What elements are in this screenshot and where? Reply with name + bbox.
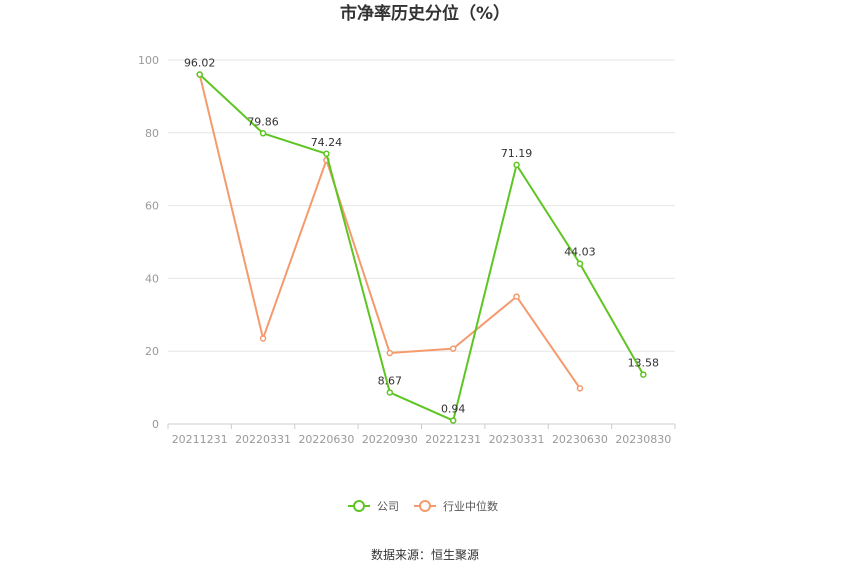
source-note: 数据来源：恒生聚源 [371,547,479,562]
company-data-point[interactable] [196,71,203,78]
data-label: 13.58 [628,357,660,370]
data-label: 96.02 [184,56,216,69]
x-tick-label: 20220930 [362,433,418,446]
data-label: 74.24 [311,136,343,149]
y-tick-label: 40 [145,272,159,285]
x-tick-layer: 20211231 20220331 20220630 20220930 20221231… [167,424,676,446]
company-data-point[interactable] [386,389,394,396]
legend-industry-marker [419,500,431,512]
x-tick-label: 20230331 [489,433,545,446]
chart-title: 市净率历史分位（%） [340,3,510,24]
legend[interactable]: 公司 行业中位数 [348,499,498,513]
series-layer [196,71,647,424]
industry-median-data-point[interactable] [513,293,520,300]
x-tick-label: 20220331 [235,433,291,446]
data-label-layer: 96.02 79.86 74.24 8.67 0.94 71.19 44.03 13.58 [184,56,659,415]
company-series-line [199,73,645,422]
company-data-point[interactable] [259,130,267,137]
x-tick-label: 20211231 [172,433,228,446]
data-label: 71.19 [501,147,533,160]
legend-industry-label: 行业中位数 [443,499,498,513]
company-data-point[interactable] [576,260,584,267]
grid-layer: 0 20 40 60 80 100 [138,54,675,431]
y-tick-label: 80 [145,127,159,140]
legend-company-marker [353,500,365,512]
x-tick-label: 20221231 [425,433,481,446]
industry-median-data-point[interactable] [449,345,457,352]
data-label: 0.94 [441,403,466,416]
data-label: 79.86 [247,115,279,128]
industry-median-data-point[interactable] [386,349,394,357]
company-data-point[interactable] [640,371,647,378]
data-label: 8.67 [378,374,403,387]
x-tick-label: 20220630 [298,433,354,446]
y-tick-label: 60 [145,200,159,213]
legend-item-industry-median[interactable]: 行业中位数 [414,499,498,513]
industry-median-data-point[interactable] [259,335,267,342]
y-tick-label: 100 [138,54,159,67]
industry-median-data-point[interactable] [576,385,584,392]
company-data-point[interactable] [449,417,457,424]
y-tick-label: 20 [145,345,159,358]
x-tick-label: 20230630 [552,433,608,446]
y-tick-label: 0 [152,418,159,431]
company-data-point[interactable] [513,161,520,169]
x-tick-label: 20230830 [615,433,671,446]
company-data-point[interactable] [323,150,330,158]
data-label: 44.03 [564,246,596,259]
legend-item-company[interactable]: 公司 [348,500,399,513]
legend-company-label: 公司 [377,500,399,513]
